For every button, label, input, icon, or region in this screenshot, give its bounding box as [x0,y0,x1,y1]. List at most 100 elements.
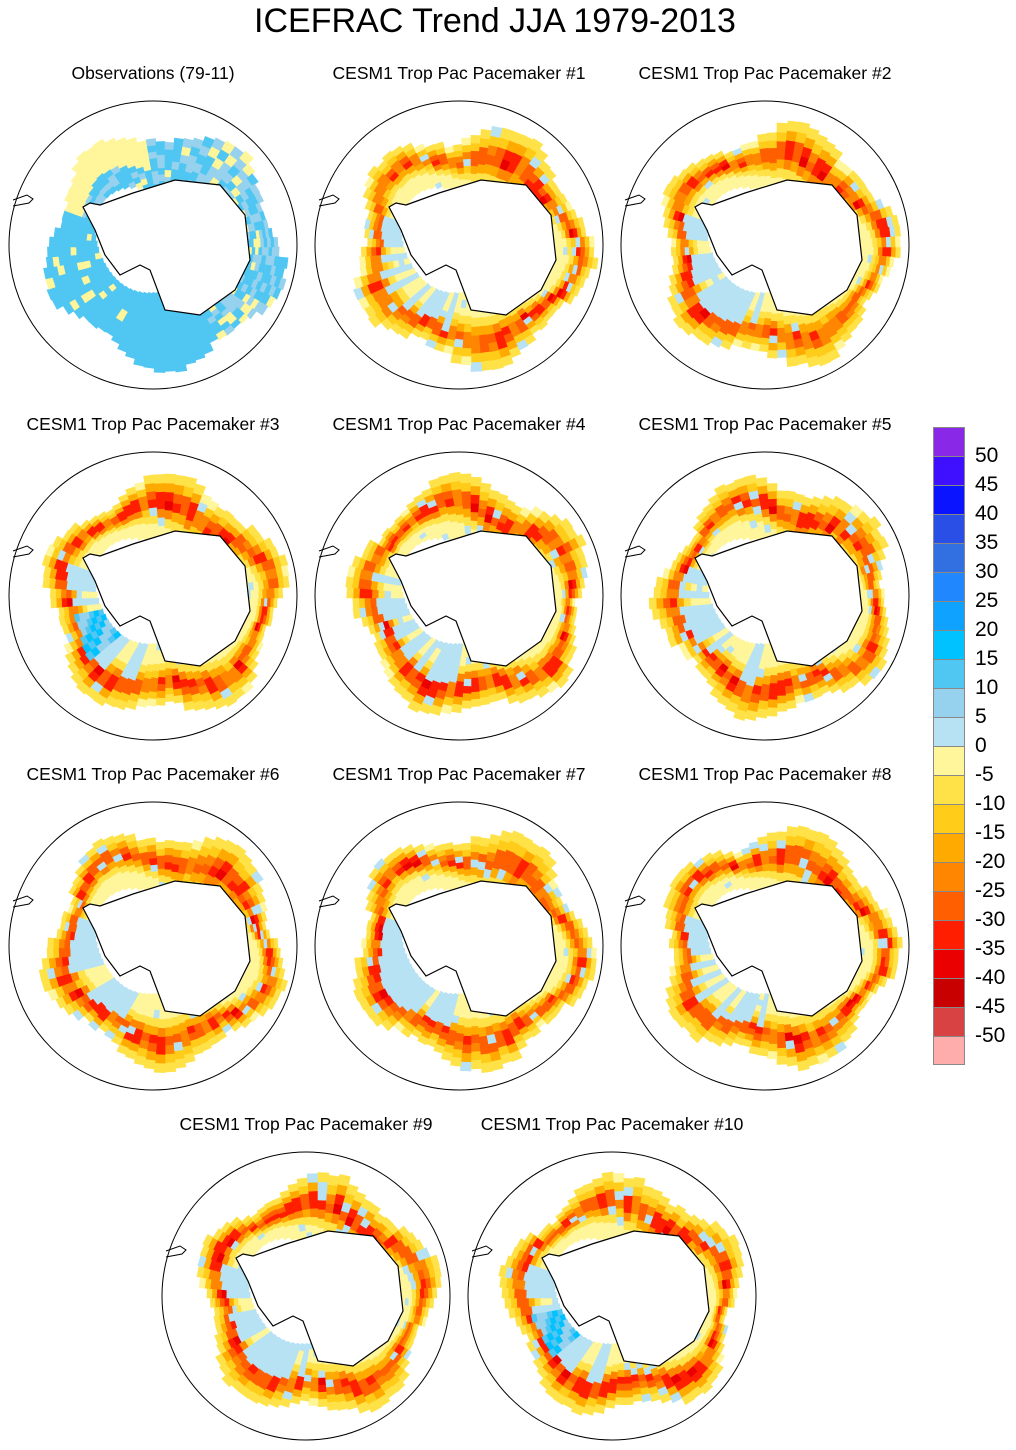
ice-trend-cell [705,246,712,254]
ice-trend-cell [461,339,472,350]
ice-trend-cell [154,482,166,493]
ice-trend-cell [558,246,564,256]
ice-trend-cell [67,661,80,675]
ice-trend-cell [145,837,157,846]
antarctica-coastline [694,530,863,667]
ice-trend-cell [144,350,157,361]
ice-trend-cell [464,172,472,181]
ice-trend-cell [496,493,509,505]
map-boundary [8,451,298,741]
polar-map [314,801,604,1091]
antarctica-coastline [82,530,251,667]
ice-trend-cell [768,154,778,164]
south-america-tip [12,545,34,558]
ice-trend-cell [873,246,879,257]
ice-trend-cell [391,145,404,158]
ice-trend-cell [578,556,588,569]
ice-trend-cell [50,597,57,609]
ice-trend-cell [536,685,550,699]
ice-trend-cell [776,665,784,674]
ice-trend-cell [133,355,146,367]
ice-trend-cell [393,940,400,949]
ice-trend-cell [164,361,177,372]
ice-trend-cell [243,862,258,877]
ice-trend-cell [476,669,486,678]
ice-trend-cell [865,290,874,301]
ice-trend-cell [448,471,462,483]
ice-trend-cell [81,590,88,599]
ice-trend-cell [272,287,282,300]
ice-trend-cell [581,947,588,959]
ice-trend-cell [174,352,186,364]
ice-trend-cell [398,941,404,949]
ice-trend-cell [470,677,479,686]
ice-trend-cell [399,246,406,254]
ice-trend-cell [60,588,67,599]
ice-trend-cell [80,954,89,963]
ice-trend-cell [696,590,704,599]
ice-trend-cell [110,333,123,345]
ice-trend-cell [424,338,437,349]
ice-trend-cell [776,672,785,682]
ice-trend-cell [453,496,464,507]
ice-trend-cell [66,597,73,607]
ice-trend-cell [75,238,82,248]
ice-trend-cell [358,587,367,599]
ice-trend-cell [675,246,681,257]
ice-trend-cell [450,480,462,491]
ice-trend-cell [566,237,572,248]
ice-trend-cell [52,246,60,258]
ice-trend-cell [690,590,698,599]
ice-trend-cell [52,947,60,959]
ice-trend-cell [174,1058,187,1069]
ice-trend-cell [80,940,87,949]
ice-trend-cell [53,227,61,239]
ice-trend-cell [164,473,177,484]
ice-trend-cell [769,666,778,676]
ice-trend-cell [383,590,392,599]
panel-title: CESM1 Trop Pac Pacemaker #2 [638,63,892,83]
ice-trend-cell [382,239,388,248]
ice-trend-cell [662,183,674,197]
ice-trend-cell [252,882,264,895]
ice-trend-cell [880,597,885,608]
ice-trend-cell [358,597,366,609]
ice-trend-cell [574,533,587,548]
ice-trend-cell [69,947,77,957]
ice-trend-cell [143,474,156,485]
polar-map [314,451,604,741]
ice-trend-cell [758,492,769,503]
ice-trend-cell [240,1016,253,1029]
ice-trend-cell [155,141,166,149]
south-america-tip [624,545,646,558]
ice-trend-cell [375,238,381,248]
ice-trend-cell [156,327,166,338]
ice-trend-cell [373,640,384,652]
ice-trend-cell [786,120,800,133]
ice-trend-cell [79,519,90,530]
ice-trend-cell [683,246,690,256]
ice-trend-cell [470,344,481,355]
ice-trend-cell [480,1062,494,1074]
ice-trend-cell [372,947,378,957]
ice-trend-cell [345,575,354,588]
ice-trend-cell [272,988,282,1001]
ice-trend-cell [92,246,100,254]
ice-trend-cell [451,1048,463,1059]
ice-trend-cell [767,342,778,352]
ice-trend-cell [260,911,268,922]
ice-trend-cell [470,1059,482,1070]
ice-trend-cell [461,490,472,501]
ice-trend-cell [776,313,784,322]
ice-trend-cell [890,246,897,258]
ice-trend-cell [70,238,77,248]
ice-trend-cell [392,597,400,606]
ice-trend-cell [759,500,770,510]
ice-trend-cell [572,285,582,297]
ice-trend-cell [563,947,570,957]
ice-trend-cell [703,153,715,164]
ice-trend-cell [681,649,693,662]
ice-trend-cell [164,674,173,683]
polar-map [314,100,604,390]
ice-trend-cell [543,168,557,181]
